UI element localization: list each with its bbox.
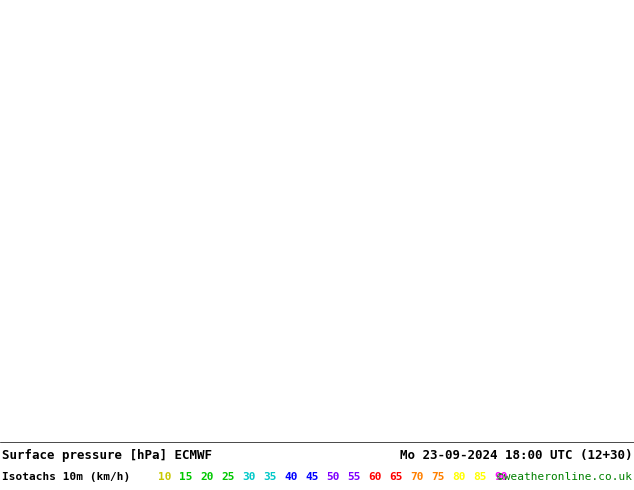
Text: 35: 35 xyxy=(263,472,277,482)
Text: 85: 85 xyxy=(473,472,487,482)
Text: 55: 55 xyxy=(347,472,361,482)
Text: 75: 75 xyxy=(431,472,444,482)
Text: 50: 50 xyxy=(327,472,340,482)
Text: 90: 90 xyxy=(495,472,508,482)
Text: ©weatheronline.co.uk: ©weatheronline.co.uk xyxy=(497,472,632,482)
Text: Surface pressure [hPa] ECMWF: Surface pressure [hPa] ECMWF xyxy=(2,448,212,462)
Text: 25: 25 xyxy=(221,472,235,482)
Text: 15: 15 xyxy=(179,472,193,482)
Text: 10: 10 xyxy=(158,472,172,482)
Text: Mo 23-09-2024 18:00 UTC (12+30): Mo 23-09-2024 18:00 UTC (12+30) xyxy=(399,448,632,462)
Text: 65: 65 xyxy=(389,472,403,482)
Text: 45: 45 xyxy=(305,472,319,482)
Text: 80: 80 xyxy=(452,472,466,482)
Text: 30: 30 xyxy=(242,472,256,482)
Text: 60: 60 xyxy=(368,472,382,482)
Text: 40: 40 xyxy=(284,472,298,482)
Text: Isotachs 10m (km/h): Isotachs 10m (km/h) xyxy=(2,472,130,482)
Text: 20: 20 xyxy=(200,472,214,482)
Text: 70: 70 xyxy=(410,472,424,482)
